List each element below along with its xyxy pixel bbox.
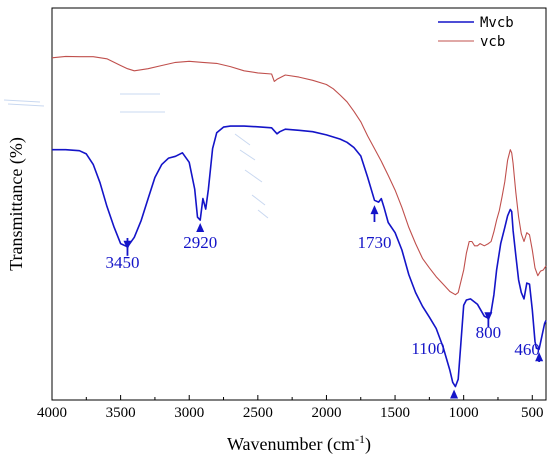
- annotation-label-2920: 2920: [183, 233, 217, 252]
- annotation-label-800: 800: [476, 323, 502, 342]
- x-tick-label: 1500: [380, 405, 410, 421]
- x-tick-label: 2000: [311, 405, 341, 421]
- annotation-label-1730: 1730: [357, 233, 391, 252]
- x-tick-label: 3000: [174, 405, 204, 421]
- x-tick-label: 4000: [37, 405, 67, 421]
- plot-frame: [51, 7, 547, 401]
- x-tick-label: 1000: [449, 405, 479, 421]
- legend-label-mvcb: Mvcb: [480, 15, 514, 31]
- series-line-mvcb: [52, 125, 547, 388]
- annotation-arrow-head: [123, 240, 132, 250]
- legend-label-vcb: vcb: [480, 34, 505, 50]
- annotation-arrow-head: [535, 352, 544, 362]
- faint-mark: [239, 149, 256, 161]
- series-line-vcb: [51, 55, 547, 296]
- faint-mark: [244, 169, 263, 183]
- faint-mark: [234, 133, 251, 146]
- annotation-arrow-head: [370, 205, 379, 215]
- x-tick-label: 3500: [106, 405, 136, 421]
- annotation-label-3450: 3450: [105, 253, 139, 272]
- faint-background-marks: [3, 93, 269, 219]
- series-layer: [51, 55, 547, 388]
- x-tick-label: 2500: [243, 405, 273, 421]
- x-tick-label: 500: [521, 405, 544, 421]
- faint-mark: [7, 103, 45, 107]
- annotation-arrow-head: [484, 312, 493, 322]
- faint-mark: [251, 194, 266, 206]
- annotation-arrow-head: [450, 389, 459, 399]
- annotation-layer: 3450 2920 1730 1100 800 460: [105, 205, 544, 399]
- faint-mark: [3, 99, 41, 103]
- y-axis-title: Transmittance (%): [6, 137, 27, 271]
- legend: Mvcb vcb: [438, 15, 514, 50]
- annotation-arrow-head: [196, 223, 205, 233]
- faint-mark: [257, 209, 269, 219]
- x-axis: 4000 3500 3000 2500 2000 1500 1000 500: [37, 395, 544, 421]
- annotation-label-460: 460: [514, 340, 540, 359]
- annotation-label-1100: 1100: [411, 339, 444, 358]
- x-axis-title: Wavenumber (cm-1): [227, 432, 371, 455]
